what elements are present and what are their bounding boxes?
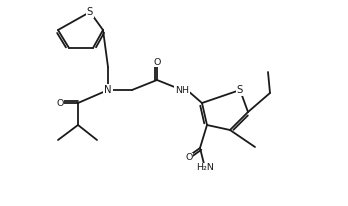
Text: H₂N: H₂N (196, 164, 214, 172)
Text: N: N (104, 85, 112, 95)
Text: S: S (237, 85, 243, 95)
Text: NH: NH (175, 85, 189, 95)
Text: O: O (153, 57, 161, 67)
Text: S: S (87, 7, 93, 17)
Text: O: O (185, 153, 193, 163)
Text: O: O (56, 98, 64, 108)
